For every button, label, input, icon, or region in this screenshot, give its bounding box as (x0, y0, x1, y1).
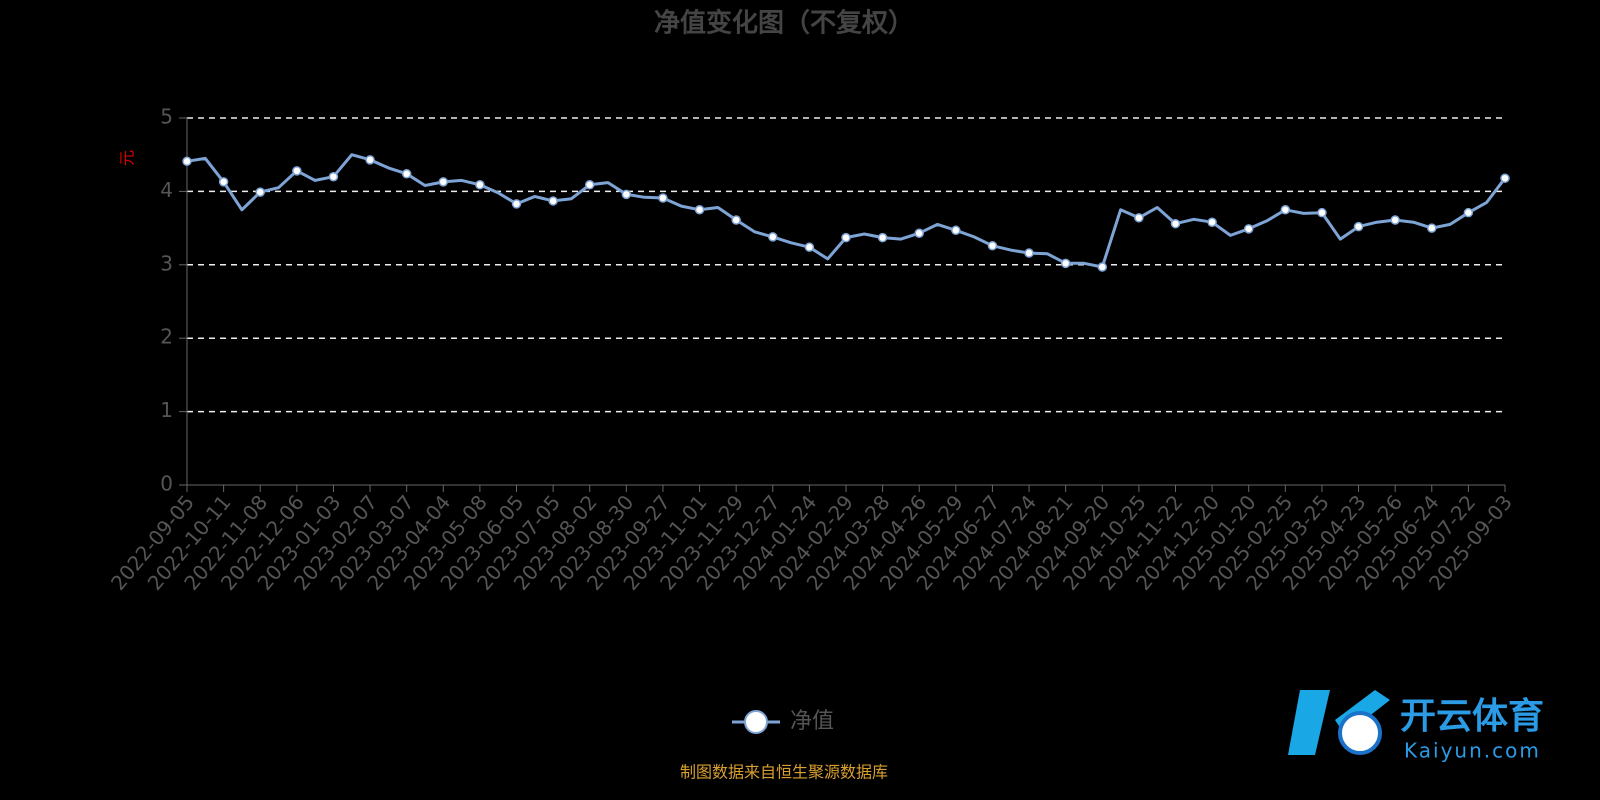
data-point (1134, 213, 1144, 223)
data-point (951, 225, 961, 236)
data-point (621, 189, 632, 200)
data-point (584, 180, 595, 190)
legend-marker (744, 710, 768, 734)
data-point (1207, 217, 1217, 227)
data-point (877, 232, 888, 243)
data-point (658, 193, 668, 203)
y-tick-label: 0 (160, 472, 173, 496)
legend-label[interactable]: 净值 (790, 709, 834, 734)
data-point (1170, 218, 1181, 229)
data-point (731, 215, 741, 225)
data-point (182, 156, 192, 167)
data-point (548, 196, 558, 206)
y-tick-label: 1 (160, 398, 173, 422)
logo-shape (1288, 690, 1390, 755)
data-point (1463, 207, 1474, 218)
data-point (1097, 262, 1108, 272)
y-tick-label: 3 (160, 251, 173, 275)
data-point (401, 169, 412, 179)
data-point (292, 166, 302, 176)
data-point (1317, 207, 1327, 218)
data-point (1427, 223, 1437, 233)
watermark-site: Kaiyun.com (1404, 739, 1541, 763)
data-point (841, 232, 851, 243)
data-point (694, 205, 705, 215)
logo-ball (1338, 711, 1382, 755)
data-point (475, 180, 485, 190)
data-point (1243, 224, 1254, 234)
data-point (768, 232, 778, 242)
data-point (438, 177, 449, 187)
data-point (1280, 205, 1291, 215)
data-point (987, 240, 998, 251)
data-point (804, 242, 815, 252)
data-point (255, 187, 265, 197)
data-point (218, 177, 229, 187)
data-point (365, 155, 375, 165)
data-point (328, 171, 339, 182)
data-point (1390, 215, 1400, 225)
y-axis-label: 元 (118, 150, 137, 166)
data-point (1060, 258, 1071, 269)
legend[interactable]: 净值 (732, 709, 834, 734)
y-tick-label: 2 (160, 325, 173, 349)
watermark: 开云体育 Kaiyun.com (1288, 690, 1544, 763)
y-tick-label: 4 (160, 178, 173, 202)
data-point (511, 199, 522, 209)
source-note: 制图数据来自恒生聚源数据库 (680, 763, 888, 782)
chart-title: 净值变化图（不复权） (654, 8, 914, 39)
y-tick-label: 5 (160, 105, 173, 129)
data-point (1024, 248, 1034, 258)
data-point (914, 228, 924, 238)
watermark-name: 开云体育 (1400, 696, 1544, 737)
data-point (1353, 221, 1364, 232)
data-point (1500, 173, 1510, 183)
